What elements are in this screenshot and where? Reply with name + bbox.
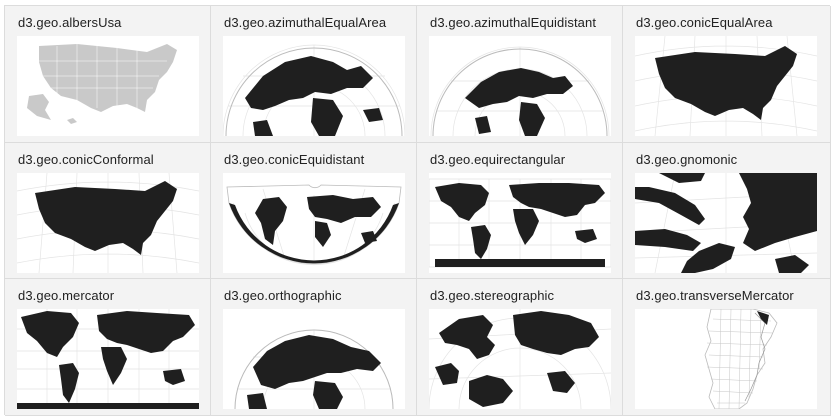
projection-card-conicConformal[interactable]: d3.geo.conicConformal (5, 143, 211, 279)
projection-thumbnail[interactable] (17, 309, 199, 409)
projection-title: d3.geo.conicConformal (18, 152, 154, 167)
projection-title: d3.geo.conicEquidistant (224, 152, 365, 167)
projection-card-azimuthalEqualArea[interactable]: d3.geo.azimuthalEqualArea (211, 6, 417, 143)
projection-title: d3.geo.azimuthalEquidistant (430, 15, 597, 30)
projection-thumbnail[interactable] (223, 309, 405, 409)
projection-thumbnail[interactable] (17, 36, 199, 136)
projection-title: d3.geo.equirectangular (430, 152, 566, 167)
projection-thumbnail[interactable] (635, 309, 817, 409)
projection-card-orthographic[interactable]: d3.geo.orthographic (211, 279, 417, 416)
projection-title: d3.geo.stereographic (430, 288, 555, 303)
projection-gallery: d3.geo.albersUsa d3.geo.azimuthalEqualAr… (4, 5, 831, 416)
projection-card-transverseMercator[interactable]: d3.geo.transverseMercator (623, 279, 831, 416)
projection-thumbnail[interactable] (429, 173, 611, 273)
projection-card-conicEqualArea[interactable]: d3.geo.conicEqualArea (623, 6, 831, 143)
projection-title: d3.geo.conicEqualArea (636, 15, 773, 30)
projection-card-albersUsa[interactable]: d3.geo.albersUsa (5, 6, 211, 143)
projection-title: d3.geo.azimuthalEqualArea (224, 15, 387, 30)
projection-card-gnomonic[interactable]: d3.geo.gnomonic (623, 143, 831, 279)
projection-title: d3.geo.albersUsa (18, 15, 122, 30)
projection-card-conicEquidistant[interactable]: d3.geo.conicEquidistant (211, 143, 417, 279)
projection-card-mercator[interactable]: d3.geo.mercator (5, 279, 211, 416)
projection-title: d3.geo.orthographic (224, 288, 342, 303)
projection-title: d3.geo.transverseMercator (636, 288, 794, 303)
projection-thumbnail[interactable] (17, 173, 199, 273)
projection-title: d3.geo.gnomonic (636, 152, 738, 167)
projection-thumbnail[interactable] (635, 173, 817, 273)
projection-thumbnail[interactable] (635, 36, 817, 136)
projection-card-azimuthalEquidistant[interactable]: d3.geo.azimuthalEquidistant (417, 6, 623, 143)
projection-title: d3.geo.mercator (18, 288, 115, 303)
projection-card-stereographic[interactable]: d3.geo.stereographic (417, 279, 623, 416)
projection-thumbnail[interactable] (429, 309, 611, 409)
projection-thumbnail[interactable] (429, 36, 611, 136)
projection-thumbnail[interactable] (223, 173, 405, 273)
projection-thumbnail[interactable] (223, 36, 405, 136)
projection-card-equirectangular[interactable]: d3.geo.equirectangular (417, 143, 623, 279)
